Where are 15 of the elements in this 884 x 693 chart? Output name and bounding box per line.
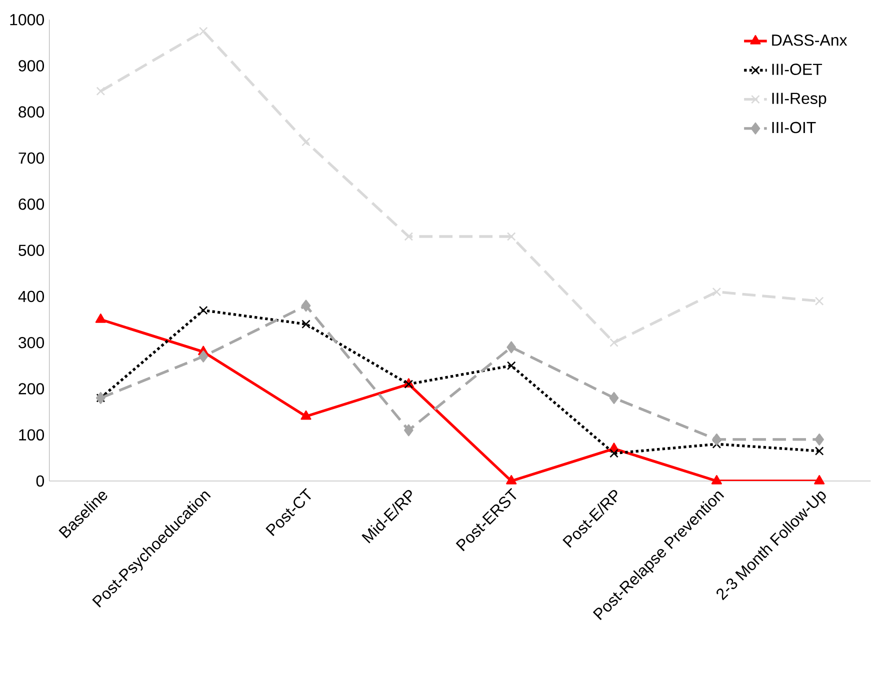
y-tick-label: 400 xyxy=(18,290,44,302)
legend-label: III-Resp xyxy=(772,92,826,108)
y-tick-label: 200 xyxy=(18,383,44,394)
y-tick-label: 500 xyxy=(18,244,44,256)
y-tick-label: 600 xyxy=(18,198,44,210)
y-tick-label: 100 xyxy=(19,429,44,441)
y-tick-label: 900 xyxy=(18,60,44,72)
y-tick-label: 0 xyxy=(36,475,44,487)
y-tick-label: 1000 xyxy=(10,14,44,26)
y-tick-label: 700 xyxy=(18,152,44,164)
legend-label: DASS-Anx xyxy=(772,34,848,46)
y-tick-label: 800 xyxy=(18,106,44,118)
y-tick-label: 300 xyxy=(18,336,44,348)
legend-label: III-OIT xyxy=(772,122,816,134)
legend-label: III-OET xyxy=(772,64,822,75)
